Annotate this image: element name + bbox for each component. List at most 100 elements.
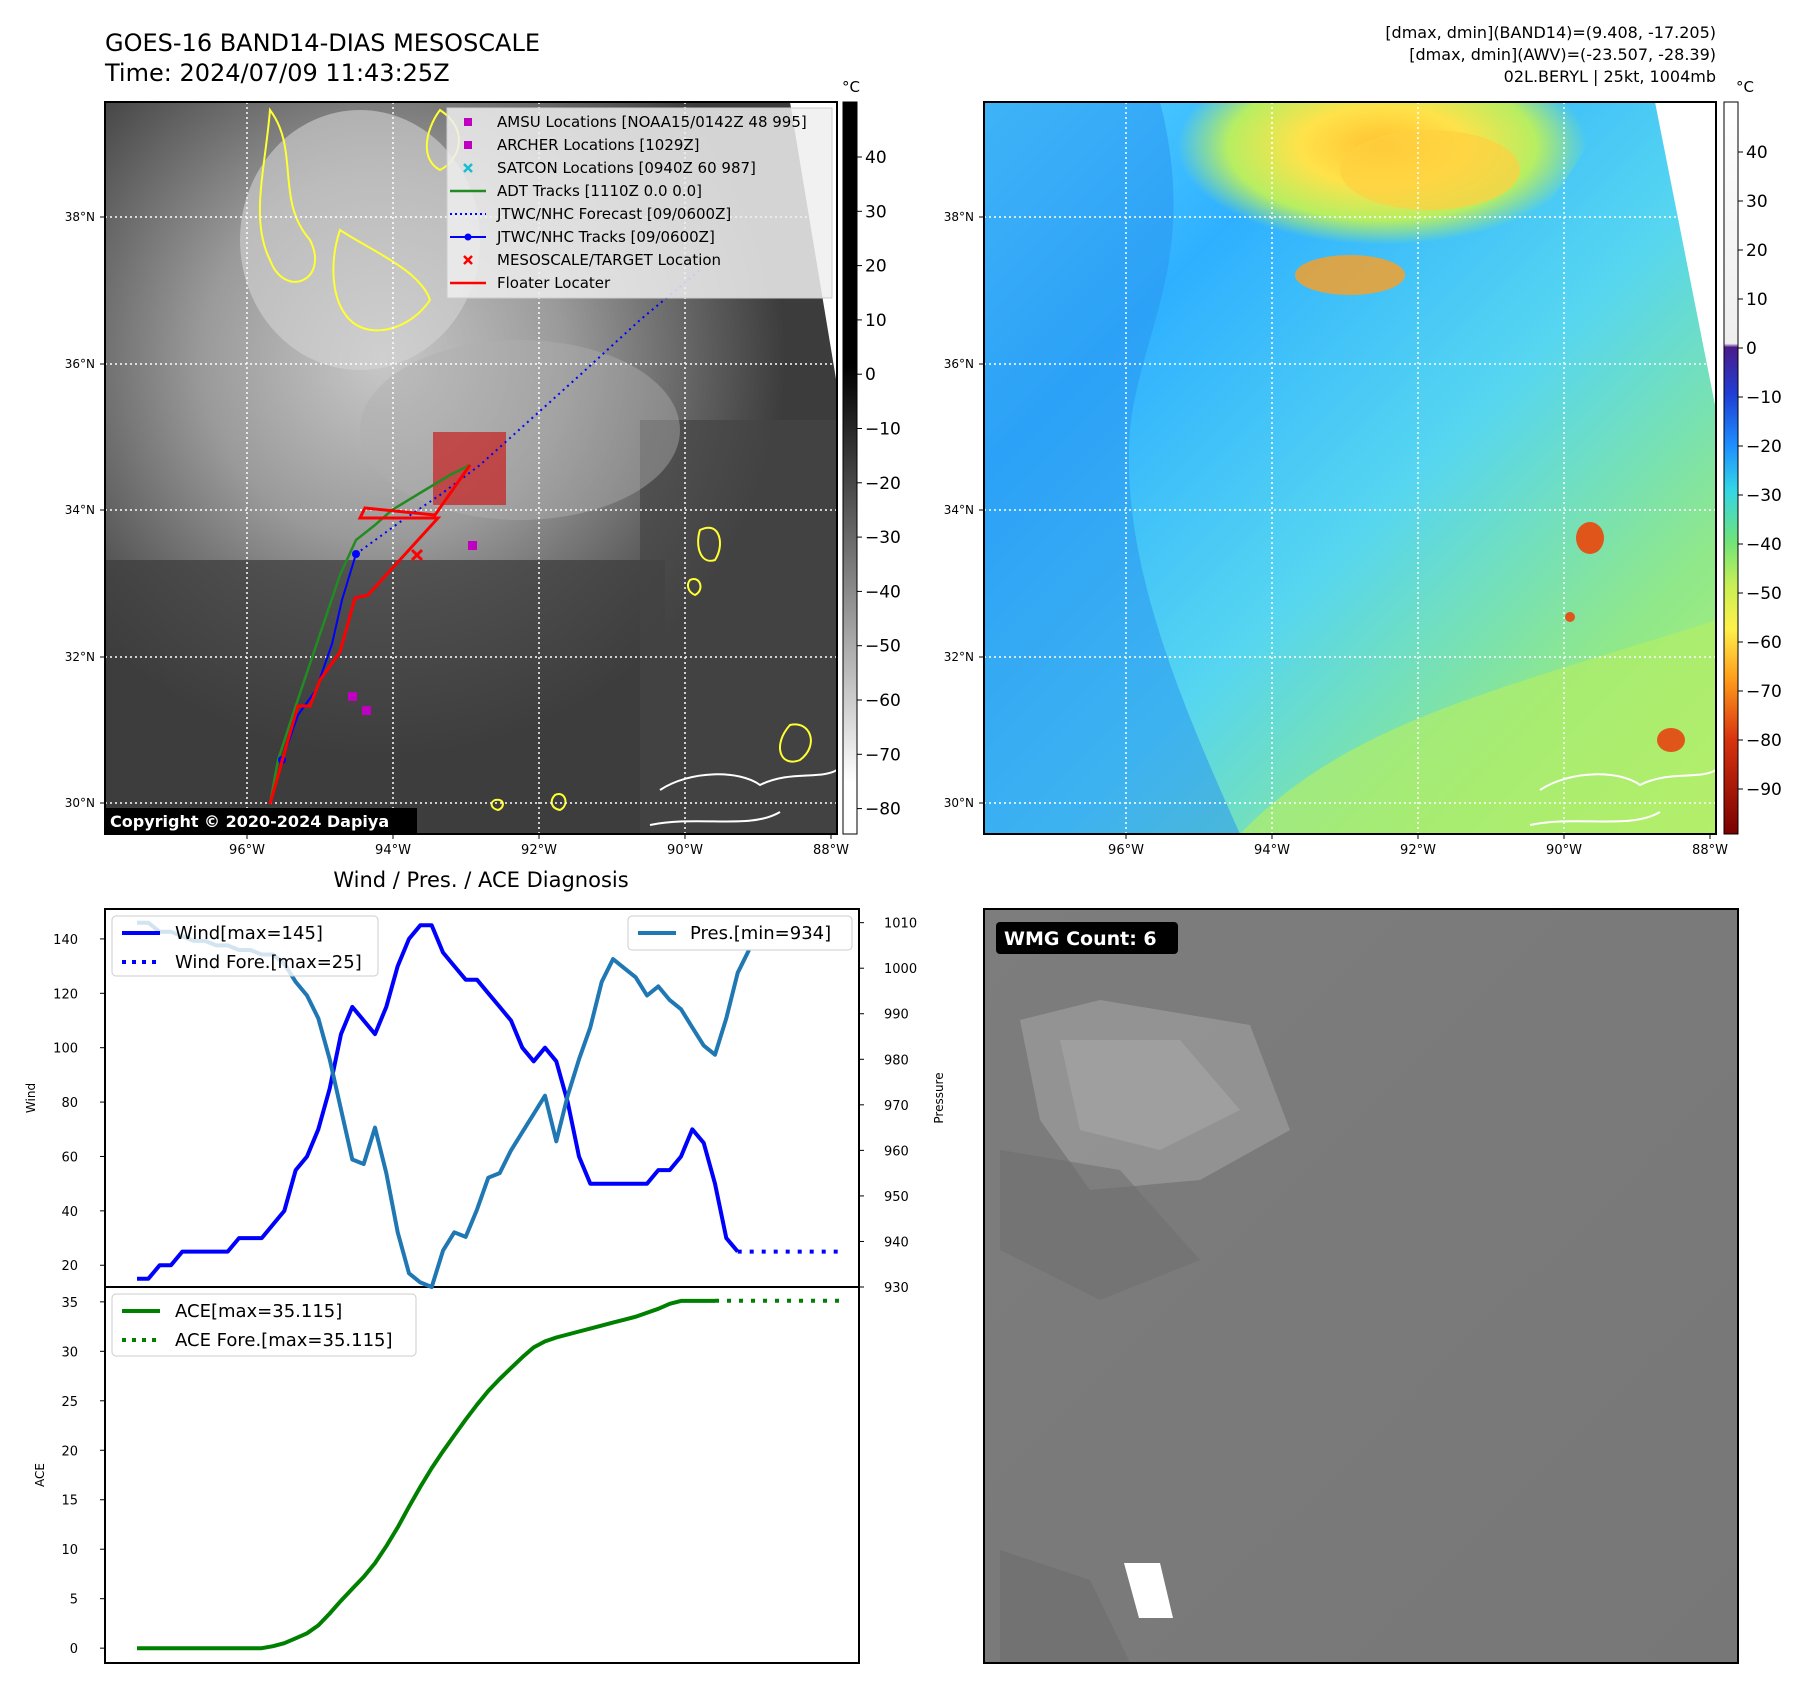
wv-colorbar-tick-label: −30 xyxy=(1746,486,1782,506)
amsu-archer-markers xyxy=(348,541,477,715)
pressure-legend: Pres.[min=934] xyxy=(627,915,853,951)
wv-map-panel: 96°W 94°W 92°W 90°W 88°W 38°N36°N34°N32°N30°… xyxy=(944,78,1782,858)
diagnosis-chart: Wind / Pres. / ACE Diagnosis 20406080100… xyxy=(24,868,946,1664)
wv-colorbar-tick-label: 20 xyxy=(1746,241,1768,261)
pressure-tick-label: 1000 xyxy=(884,962,917,977)
adt-track xyxy=(268,463,471,805)
ir-colorbar-tick-label: −60 xyxy=(865,691,901,711)
figure-title: GOES-16 BAND14-DIAS MESOSCALE xyxy=(105,29,540,57)
wv-lat-tick-label: 36°N xyxy=(944,357,974,371)
target-box xyxy=(433,432,506,505)
chart-title: Wind / Pres. / ACE Diagnosis xyxy=(333,868,628,892)
ir-colorbar-tick-label: 40 xyxy=(865,148,887,168)
ir-map-panel: AMSU Locations [NOAA15/0142Z 48 995] ARCH… xyxy=(65,78,901,858)
ir-lat-ticks: 38°N 36°N 34°N 32°N 30°N xyxy=(65,210,105,810)
ir-lat-tick-label: 30°N xyxy=(65,796,95,810)
ir-colorbar-ticks: 40 30 20 10 0 −10 −20 −30 −40 −50 −60 −70 −80 xyxy=(857,148,901,820)
wmg-frame xyxy=(983,908,1739,1664)
legend-item: JTWC/NHC Tracks [09/0600Z] xyxy=(450,228,715,246)
wv-lat-ticks: 38°N 36°N 34°N 32°N 30°N xyxy=(944,210,984,810)
ir-colorbar-tick-label: −70 xyxy=(865,745,901,765)
jtwc-forecast-track xyxy=(355,269,701,555)
wv-colorbar-unit: °C xyxy=(1736,78,1754,96)
wind-tick-label: 60 xyxy=(61,1150,78,1165)
wind-tick-label: 120 xyxy=(53,987,78,1002)
wind-tick-label: 100 xyxy=(53,1042,78,1057)
ir-lon-tick-label: 90°W xyxy=(667,843,703,858)
wv-colorbar-tick-label: 10 xyxy=(1746,290,1768,310)
ace-tick-label: 35 xyxy=(61,1296,78,1311)
wv-colorbar-tick-label: −40 xyxy=(1746,535,1782,555)
wv-colorbar-tick-label: −70 xyxy=(1746,682,1782,702)
pressure-legend-label: Pres.[min=934] xyxy=(690,923,831,944)
ir-colorbar-tick-label: −50 xyxy=(865,637,901,657)
wmg-count-box xyxy=(996,922,1178,954)
wv-lon-tick-label: 92°W xyxy=(1400,843,1436,858)
ir-lon-tick-label: 88°W xyxy=(813,843,849,858)
wmg-white-patch xyxy=(1124,1563,1173,1618)
ir-lon-tick-label: 94°W xyxy=(375,843,411,858)
legend-label: MESOSCALE/TARGET Location xyxy=(497,251,721,269)
legend-label: JTWC/NHC Forecast [09/0600Z] xyxy=(496,205,731,223)
pressure-tick-label: 970 xyxy=(884,1099,909,1114)
wv-gridlines xyxy=(984,102,1716,834)
ir-colorbar-tick-label: 30 xyxy=(865,202,887,222)
ir-lon-tick-label: 92°W xyxy=(521,843,557,858)
wind-tick-label: 140 xyxy=(53,933,78,948)
ir-coastline xyxy=(649,769,837,826)
wv-colorbar-tick-label: 30 xyxy=(1746,192,1768,212)
legend-label: SATCON Locations [0940Z 60 987] xyxy=(497,159,756,177)
wv-lon-tick-label: 94°W xyxy=(1254,843,1290,858)
ir-colorbar-tick-label: −10 xyxy=(865,420,901,440)
storm-info: 02L.BERYL | 25kt, 1004mb xyxy=(1504,67,1716,86)
wind-tick-label: 20 xyxy=(61,1259,78,1274)
pressure-tick-label: 960 xyxy=(884,1144,909,1159)
ir-colorbar xyxy=(842,101,858,835)
wv-map-frame xyxy=(983,101,1717,835)
ir-colorbar-tick-label: 20 xyxy=(865,257,887,277)
ir-colorbar-tick-label: −80 xyxy=(865,800,901,820)
ace-axis-ticks: 0 5 10 15 20 25 30 35 xyxy=(61,1296,105,1657)
wv-colorbar-ticks: 40 30 20 10 0 −10 −20 −30 −40 −50 −60 −70 −80 −90 xyxy=(1738,143,1782,800)
legend-item: MESOSCALE/TARGET Location xyxy=(463,251,721,269)
legend-label: ADT Tracks [1110Z 0.0 0.0] xyxy=(497,182,702,200)
ir-lat-tick-label: 34°N xyxy=(65,503,95,517)
wind-legend: Wind[max=145] Wind Fore.[max=25] xyxy=(111,915,379,977)
ace-legend: ACE[max=35.115] ACE Fore.[max=35.115] xyxy=(111,1293,417,1357)
ir-lon-ticks: 96°W 94°W 92°W 90°W 88°W xyxy=(229,834,849,858)
ir-lat-tick-label: 32°N xyxy=(65,650,95,664)
wind-axis-label: Wind xyxy=(24,1083,38,1113)
ace-tick-label: 25 xyxy=(61,1395,78,1410)
wv-lon-ticks: 96°W 94°W 92°W 90°W 88°W xyxy=(1108,834,1728,858)
legend-x-marker xyxy=(463,163,473,173)
ir-colorbar-unit: °C xyxy=(842,78,860,96)
wv-colorbar-tick-label: −90 xyxy=(1746,780,1782,800)
legend-square-marker xyxy=(464,141,472,149)
ace-tick-label: 20 xyxy=(61,1444,78,1459)
ace-tick-label: 10 xyxy=(61,1543,78,1558)
wv-lon-tick-label: 88°W xyxy=(1692,843,1728,858)
legend-item: ARCHER Locations [1029Z] xyxy=(464,136,700,154)
wv-no-data-wedge xyxy=(1655,102,1716,410)
legend-label: AMSU Locations [NOAA15/0142Z 48 995] xyxy=(497,113,807,131)
legend-label: JTWC/NHC Tracks [09/0600Z] xyxy=(496,228,715,246)
wind-legend-label: Wind[max=145] xyxy=(175,923,323,944)
wv-lat-tick-label: 34°N xyxy=(944,503,974,517)
ir-lat-tick-label: 36°N xyxy=(65,357,95,371)
legend-item: SATCON Locations [0940Z 60 987] xyxy=(463,159,756,177)
wind-fore-legend-label: Wind Fore.[max=25] xyxy=(175,952,362,973)
wind-tick-label: 40 xyxy=(61,1205,78,1220)
wv-lat-tick-label: 38°N xyxy=(944,210,974,224)
dmax-awv: [dmax, dmin](AWV)=(-23.507, -28.39) xyxy=(1409,45,1716,64)
wmg-panel: WMG Count: 6 xyxy=(983,908,1739,1664)
ir-lat-tick-label: 38°N xyxy=(65,210,95,224)
wv-colorbar-tick-label: −80 xyxy=(1746,731,1782,751)
ir-colorbar-tick-label: −40 xyxy=(865,582,901,602)
ir-map-frame xyxy=(104,101,838,835)
wmg-count-label: WMG Count: 6 xyxy=(1004,928,1157,950)
ace-tick-label: 30 xyxy=(61,1345,78,1360)
ace-axis-label: ACE xyxy=(33,1463,47,1487)
wv-colorbar-tick-label: −60 xyxy=(1746,633,1782,653)
target-marker xyxy=(410,548,424,562)
